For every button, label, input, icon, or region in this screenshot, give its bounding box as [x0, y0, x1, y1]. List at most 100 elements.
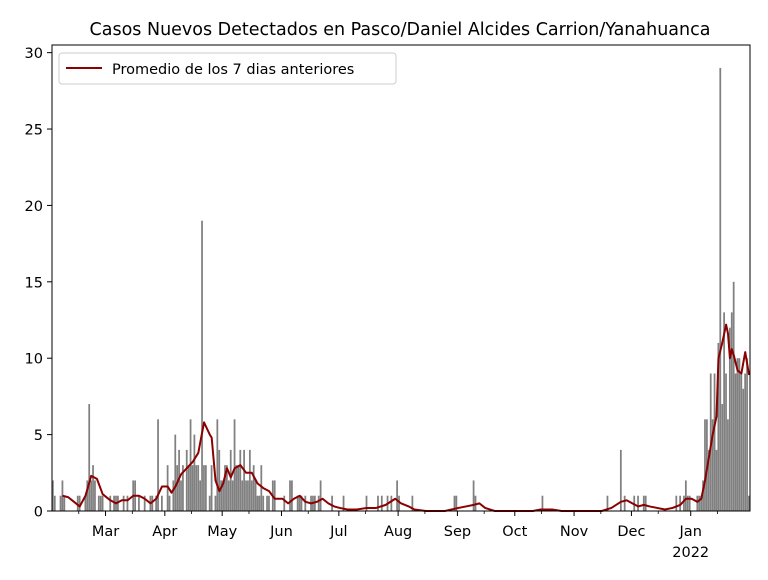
- bar: [254, 480, 257, 511]
- bar: [126, 495, 129, 511]
- bar: [138, 495, 140, 511]
- bar: [237, 465, 240, 511]
- bar: [390, 495, 393, 511]
- bar: [711, 419, 714, 511]
- bar: [250, 480, 253, 511]
- bar: [398, 495, 400, 511]
- bar: [174, 434, 177, 511]
- y-tick-label: 5: [34, 428, 43, 444]
- bar: [231, 480, 234, 511]
- bar: [727, 419, 729, 511]
- bar: [53, 495, 56, 511]
- legend: Promedio de los 7 dias anteriores: [58, 52, 397, 85]
- bar: [683, 495, 685, 511]
- bar: [227, 480, 230, 511]
- bar: [161, 495, 163, 511]
- bar: [738, 358, 741, 511]
- bar: [109, 495, 112, 511]
- bar: [224, 465, 226, 511]
- bar: [86, 480, 89, 511]
- bar: [101, 495, 104, 511]
- bar: [748, 495, 750, 511]
- bar: [210, 465, 213, 511]
- x-tick-label: Oct: [502, 524, 527, 540]
- y-tick-label: 30: [25, 46, 43, 62]
- bar: [176, 465, 179, 511]
- bar: [268, 495, 270, 511]
- bar: [266, 495, 268, 511]
- x-tick-label: Jul: [329, 524, 348, 540]
- bar: [155, 495, 158, 511]
- x-tick-label: Nov: [560, 524, 589, 540]
- x-tick-sublabel: 2022: [672, 545, 709, 561]
- x-tick-label: Jan: [679, 524, 702, 540]
- bar: [203, 465, 205, 511]
- x-tick-label: Jun: [269, 524, 293, 540]
- bar: [319, 480, 322, 511]
- bar: [180, 480, 182, 511]
- bar: [472, 480, 475, 511]
- bar: [623, 495, 626, 511]
- bar: [233, 419, 236, 511]
- bar: [245, 480, 247, 511]
- bar: [208, 495, 211, 511]
- bar: [331, 495, 333, 511]
- bar: [256, 495, 259, 511]
- bar: [168, 495, 171, 511]
- legend-label: Promedio de los 7 dias anteriores: [112, 62, 354, 78]
- bar: [216, 419, 219, 511]
- bar: [365, 495, 368, 511]
- bar: [172, 480, 175, 511]
- bar: [740, 373, 743, 511]
- bar: [700, 495, 703, 511]
- bar: [97, 495, 100, 511]
- bar: [273, 480, 276, 511]
- legend-box: [58, 52, 397, 85]
- series-line: [62, 323, 751, 512]
- bar: [204, 465, 207, 511]
- bar: [304, 495, 307, 511]
- bar: [59, 495, 62, 511]
- bars-layer: [52, 67, 750, 512]
- bar: [396, 480, 398, 511]
- bar: [218, 449, 221, 511]
- bar: [684, 480, 687, 511]
- y-tick-label: 10: [25, 352, 43, 368]
- bar: [296, 495, 299, 511]
- bar: [342, 495, 345, 511]
- bar: [222, 480, 224, 511]
- bar: [283, 495, 286, 511]
- bar: [725, 373, 727, 511]
- bar: [99, 495, 102, 511]
- bar: [252, 465, 255, 511]
- bar: [686, 495, 689, 511]
- bar: [226, 465, 228, 511]
- bar: [707, 449, 710, 511]
- bar: [195, 465, 198, 511]
- bar: [721, 404, 724, 511]
- bar: [84, 495, 87, 511]
- bar: [474, 495, 477, 511]
- bar: [122, 495, 125, 511]
- bar: [541, 495, 544, 511]
- bar: [241, 480, 244, 511]
- bar: [260, 465, 263, 511]
- bar: [644, 495, 647, 511]
- bar: [713, 373, 716, 511]
- bar: [151, 495, 154, 511]
- bar: [239, 449, 242, 511]
- bar: [229, 449, 232, 511]
- bar: [76, 495, 79, 511]
- bar: [243, 449, 245, 511]
- bar: [258, 495, 261, 511]
- bar: [182, 465, 184, 511]
- x-tick-label: Aug: [384, 524, 412, 540]
- bar: [235, 465, 238, 511]
- bar: [90, 480, 93, 511]
- bar: [185, 449, 188, 511]
- bar: [247, 480, 249, 511]
- bar: [675, 495, 678, 511]
- y-tick-label: 15: [25, 275, 43, 291]
- bar: [744, 373, 747, 511]
